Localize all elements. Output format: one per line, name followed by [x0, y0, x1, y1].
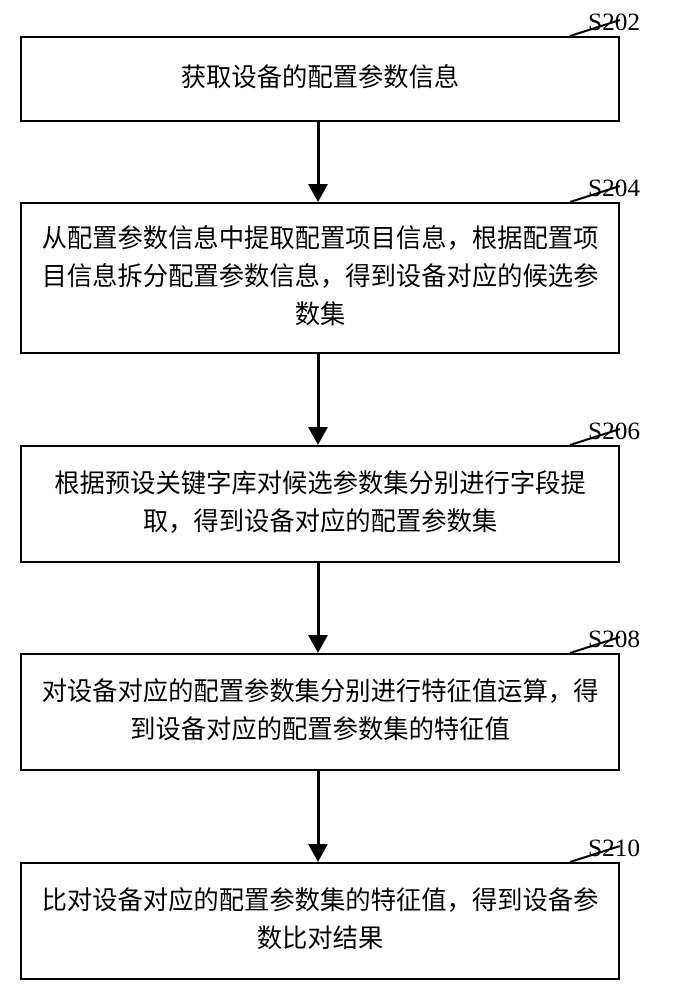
leader-line-s210 [570, 846, 620, 862]
flowchart-node-s204: 从配置参数信息中提取配置项目信息，根据配置项目信息拆分配置参数信息，得到设备对应… [20, 202, 620, 354]
node-text: 从配置参数信息中提取配置项目信息，根据配置项目信息拆分配置参数信息，得到设备对应… [38, 221, 602, 335]
node-text: 对设备对应的配置参数集分别进行特征值运算，得到设备对应的配置参数集的特征值 [38, 674, 602, 750]
leader-line-s208 [570, 637, 620, 653]
flowchart-node-s210: 比对设备对应的配置参数集的特征值，得到设备参数比对结果 [20, 862, 620, 980]
flowchart-node-s208: 对设备对应的配置参数集分别进行特征值运算，得到设备对应的配置参数集的特征值 [20, 653, 620, 771]
node-text: 比对设备对应的配置参数集的特征值，得到设备参数比对结果 [38, 883, 602, 959]
flowchart-canvas: 获取设备的配置参数信息 S202 从配置参数信息中提取配置项目信息，根据配置项目… [0, 0, 697, 1000]
leader-line-s202 [570, 20, 620, 36]
leader-line-s206 [570, 429, 620, 445]
flowchart-node-s202: 获取设备的配置参数信息 [20, 36, 620, 122]
leader-line-s204 [570, 186, 620, 202]
node-text: 根据预设关键字库对候选参数集分别进行字段提取，得到设备对应的配置参数集 [38, 466, 602, 542]
flowchart-node-s206: 根据预设关键字库对候选参数集分别进行字段提取，得到设备对应的配置参数集 [20, 445, 620, 563]
node-text: 获取设备的配置参数信息 [181, 60, 459, 98]
